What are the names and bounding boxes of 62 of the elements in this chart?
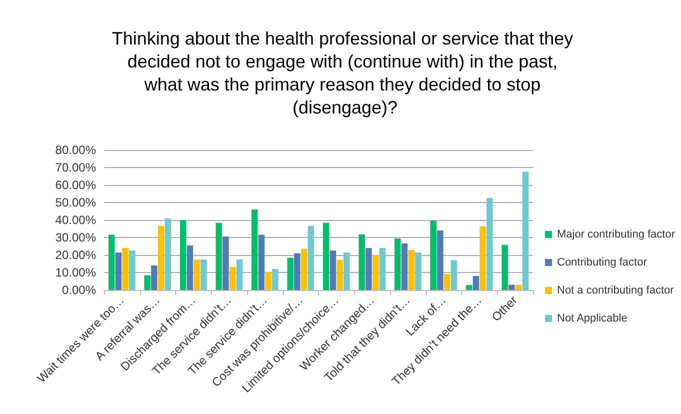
chart-title: Thinking about the health professional or service that they decided not to engage with (continue with) in the past, what was the primary reason they decided to stop (disengage)? bbox=[112, 28, 578, 118]
bar bbox=[180, 220, 186, 290]
bar bbox=[144, 275, 150, 290]
legend-label: Not a contributing factor bbox=[557, 284, 674, 296]
y-tick-label: 50.00% bbox=[55, 196, 96, 210]
y-tick-label: 20.00% bbox=[55, 248, 96, 262]
y-tick-label: 0.00% bbox=[62, 283, 96, 297]
bar bbox=[229, 266, 236, 290]
bar bbox=[366, 248, 372, 290]
bar bbox=[472, 276, 480, 290]
bar bbox=[272, 269, 278, 290]
bar bbox=[486, 198, 493, 290]
legend-label: Not Applicable bbox=[557, 312, 628, 324]
legend-label: Contributing factor bbox=[557, 256, 648, 268]
y-tick-label: 70.00% bbox=[55, 160, 96, 174]
bar bbox=[186, 246, 194, 290]
bar bbox=[336, 260, 343, 290]
y-tick-label: 60.00% bbox=[55, 178, 96, 192]
bar bbox=[430, 220, 436, 290]
bar bbox=[122, 248, 128, 290]
bar bbox=[236, 260, 243, 290]
bar bbox=[265, 272, 272, 290]
bar bbox=[394, 238, 401, 290]
bar bbox=[508, 284, 515, 290]
bar bbox=[344, 252, 350, 290]
bar bbox=[322, 222, 330, 290]
y-tick-label: 80.00% bbox=[55, 143, 96, 157]
bar bbox=[415, 252, 422, 290]
y-tick-label: 10.00% bbox=[55, 266, 96, 280]
bar bbox=[450, 260, 458, 290]
bar bbox=[515, 284, 522, 290]
bar bbox=[200, 260, 207, 290]
bar bbox=[294, 253, 300, 290]
bar bbox=[437, 230, 444, 290]
bar bbox=[151, 266, 158, 290]
bar bbox=[466, 285, 472, 290]
bar bbox=[158, 226, 164, 290]
bar bbox=[401, 243, 408, 290]
bar bbox=[115, 252, 122, 290]
y-tick-label: 40.00% bbox=[55, 213, 96, 227]
bar bbox=[300, 248, 308, 290]
legend-label: Major contributing factor bbox=[557, 228, 676, 240]
bar bbox=[522, 172, 529, 290]
bar bbox=[108, 234, 115, 290]
bar bbox=[308, 226, 314, 290]
bar bbox=[216, 222, 222, 290]
bar bbox=[358, 234, 365, 290]
bar bbox=[194, 260, 200, 290]
bar bbox=[408, 250, 414, 290]
bar bbox=[372, 255, 379, 290]
bar bbox=[287, 258, 294, 290]
bar bbox=[379, 248, 386, 290]
bar bbox=[330, 250, 336, 290]
bar bbox=[164, 218, 172, 290]
bar bbox=[258, 234, 265, 290]
bar bbox=[502, 244, 508, 290]
bar bbox=[480, 226, 486, 290]
bar bbox=[129, 250, 136, 290]
bar bbox=[444, 274, 450, 290]
y-tick-label: 30.00% bbox=[55, 230, 96, 244]
bar bbox=[251, 210, 258, 290]
bar bbox=[222, 236, 229, 290]
